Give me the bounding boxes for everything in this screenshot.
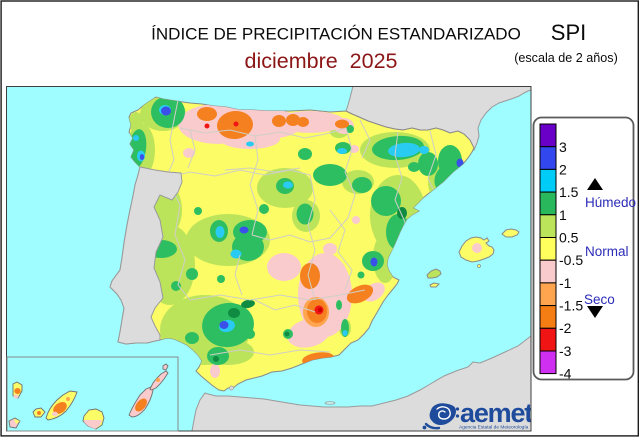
svg-text:-2: -2 [559,320,572,336]
svg-text:aemet: aemet [460,398,533,428]
svg-text:Agencia Estatal de Meteorologí: Agencia Estatal de Meteorología [459,425,529,431]
svg-text:1: 1 [559,207,567,223]
svg-text:Normal: Normal [585,244,629,259]
svg-text:0.5: 0.5 [559,230,579,246]
svg-text:-0.5: -0.5 [559,252,583,268]
svg-text:-1.5: -1.5 [559,298,583,314]
svg-text:Húmedo: Húmedo [585,195,636,210]
svg-text:-4: -4 [559,366,572,382]
svg-text:Seco: Seco [584,292,615,307]
svg-text:2: 2 [559,162,567,178]
svg-text:diciembre 2025: diciembre 2025 [245,49,398,73]
svg-text:(escala de 2 años): (escala de 2 años) [514,51,618,65]
svg-text:-1: -1 [559,275,572,291]
svg-text:-3: -3 [559,343,572,359]
svg-text:SPI: SPI [551,20,586,45]
svg-text:ÍNDICE DE PRECIPITACIÓN ESTAND: ÍNDICE DE PRECIPITACIÓN ESTANDARIZADO [151,25,521,44]
svg-text:3: 3 [559,139,567,155]
svg-text:1.5: 1.5 [559,184,579,200]
